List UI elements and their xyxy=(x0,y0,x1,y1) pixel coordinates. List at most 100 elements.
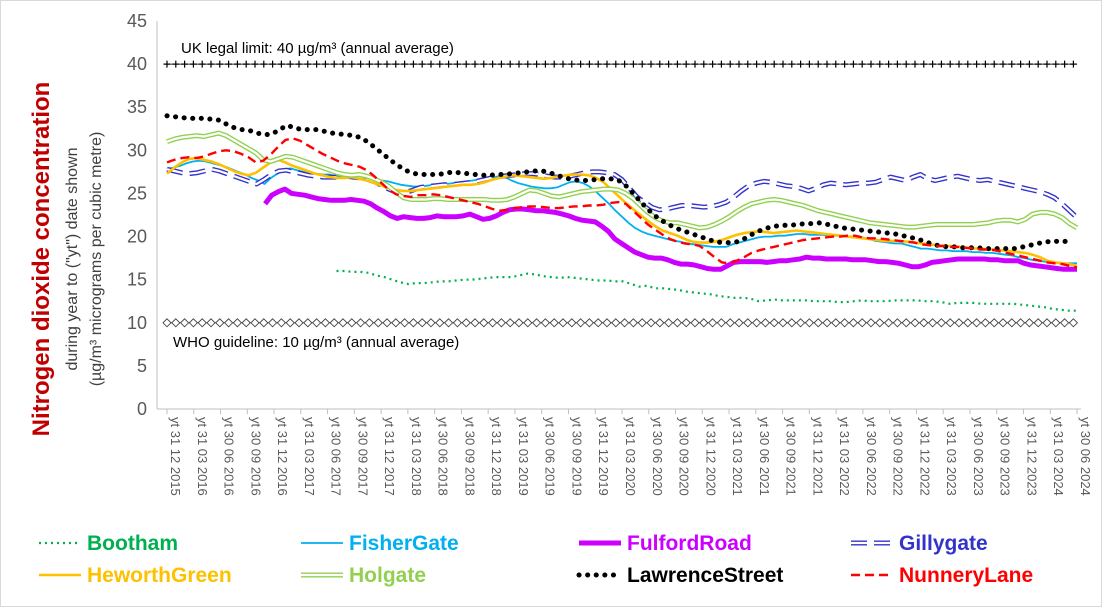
guideline-marker xyxy=(611,318,621,328)
guideline-marker xyxy=(250,318,260,328)
guideline-marker xyxy=(725,318,735,328)
guideline-marker xyxy=(690,318,700,328)
limit-marker xyxy=(506,60,514,68)
limit-marker xyxy=(181,60,189,68)
guideline-marker xyxy=(989,318,999,328)
guideline-marker xyxy=(593,318,603,328)
limit-marker xyxy=(163,60,171,68)
limit-marker xyxy=(673,60,681,68)
guideline-marker xyxy=(575,318,586,328)
guideline-marker xyxy=(426,318,436,328)
limit-marker xyxy=(357,60,365,68)
guideline-marker xyxy=(311,318,322,328)
x-tick-label: yt 31 03 2019 xyxy=(516,417,531,496)
limit-marker xyxy=(929,60,937,68)
limit-marker xyxy=(295,60,303,68)
guideline-marker xyxy=(514,318,524,328)
y-tick-label: 40 xyxy=(127,54,147,74)
limit-marker xyxy=(401,60,409,68)
guideline-marker xyxy=(963,318,973,328)
guideline-marker xyxy=(1042,318,1052,328)
guideline-marker xyxy=(540,318,551,328)
x-tick-label: yt 30 09 2019 xyxy=(569,417,584,496)
x-tick-label: yt 31 12 2015 xyxy=(168,417,183,496)
limit-marker xyxy=(911,60,919,68)
limit-marker xyxy=(832,60,840,68)
limit-marker xyxy=(999,60,1007,68)
guideline-marker xyxy=(223,318,234,328)
guideline-marker xyxy=(839,318,850,328)
guideline-marker xyxy=(452,318,463,328)
limit-marker xyxy=(471,60,479,68)
guideline-marker xyxy=(259,318,269,328)
legend-label-nunnerylane: NunneryLane xyxy=(899,564,1033,587)
limit-marker xyxy=(946,60,954,68)
limit-marker xyxy=(1017,60,1025,68)
limit-marker xyxy=(920,60,928,68)
guideline-marker xyxy=(276,318,287,328)
guideline-marker xyxy=(479,318,489,328)
limit-marker xyxy=(568,60,576,68)
limit-marker xyxy=(348,60,356,68)
limit-marker xyxy=(893,60,901,68)
limit-marker xyxy=(374,60,382,68)
guideline-marker xyxy=(171,318,181,328)
limit-marker xyxy=(541,60,549,68)
guideline-marker xyxy=(206,318,216,328)
limit-marker xyxy=(585,60,593,68)
legend-label-fulfordroad: FulfordRoad xyxy=(627,532,752,555)
guideline-marker xyxy=(787,318,797,328)
guideline-marker xyxy=(215,318,225,328)
limit-marker xyxy=(1069,60,1077,68)
guideline-marker xyxy=(558,318,568,328)
guideline-marker xyxy=(549,318,559,328)
guideline-marker xyxy=(971,318,982,328)
x-tick-label: yt 31 03 2018 xyxy=(409,417,424,496)
limit-marker xyxy=(885,60,893,68)
guideline-marker xyxy=(699,318,709,328)
limit-marker xyxy=(805,60,813,68)
limit-marker xyxy=(603,60,611,68)
guideline-marker xyxy=(373,318,383,328)
guideline-marker xyxy=(267,318,278,328)
x-tick-label: yt 30 06 2022 xyxy=(864,417,879,496)
limit-marker xyxy=(207,60,215,68)
guideline-marker xyxy=(892,318,903,328)
limit-marker xyxy=(251,60,259,68)
limit-marker xyxy=(198,60,206,68)
x-tick-label: yt 31 12 2020 xyxy=(703,417,718,496)
series-line-nunnerylane xyxy=(166,137,1078,269)
x-tick-label: yt 31 03 2017 xyxy=(302,417,317,496)
y-axis-title: Nitrogen dioxide concentration xyxy=(28,82,55,437)
limit-marker xyxy=(761,60,769,68)
y-tick-label: 10 xyxy=(127,313,147,333)
guideline-marker xyxy=(241,318,251,328)
limit-marker xyxy=(1008,60,1016,68)
guideline-marker xyxy=(188,318,199,328)
y-tick-label: 15 xyxy=(127,270,147,290)
y-axis-subtitle-1: during year to ("yt") date shown xyxy=(64,147,81,370)
guideline-marker xyxy=(162,318,172,328)
limit-marker xyxy=(621,60,629,68)
guideline-marker xyxy=(883,318,894,328)
limit-marker xyxy=(260,60,268,68)
guideline-marker xyxy=(743,318,753,328)
guideline-marker xyxy=(751,318,762,328)
guideline-marker xyxy=(285,318,295,328)
x-tick-label: yt 31 03 2020 xyxy=(623,417,638,496)
limit-marker xyxy=(779,60,787,68)
limit-marker xyxy=(189,60,197,68)
guideline-marker xyxy=(901,318,911,328)
guideline-marker xyxy=(769,318,779,328)
x-tick-label: yt 30 06 2019 xyxy=(543,417,558,496)
limit-marker xyxy=(682,60,690,68)
y-tick-label: 0 xyxy=(137,399,147,419)
x-tick-label: yt 30 06 2017 xyxy=(329,417,344,496)
limit-marker xyxy=(225,60,233,68)
guideline-marker xyxy=(584,318,595,328)
limit-marker xyxy=(656,60,664,68)
guideline-marker xyxy=(329,318,339,328)
guideline-marker xyxy=(760,318,771,328)
y-tick-label: 5 xyxy=(137,356,147,376)
